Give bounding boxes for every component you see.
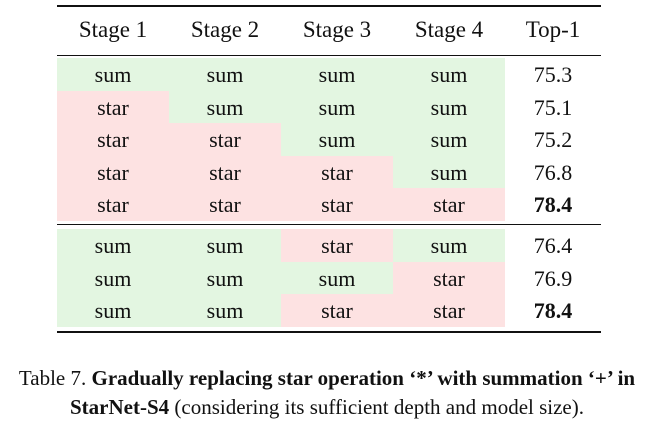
- stage-cell: star: [169, 155, 281, 189]
- stage-cell: sum: [393, 58, 505, 91]
- stage-cell: sum: [57, 294, 169, 328]
- stage-cell: star: [169, 188, 281, 222]
- top1-cell: 78.4: [533, 192, 573, 218]
- stage-cell: sum: [169, 294, 281, 328]
- stage-cell: star: [281, 155, 393, 189]
- stage-cell: sum: [393, 155, 505, 189]
- stage-cell: star: [57, 90, 169, 124]
- stage-cell: sum: [169, 58, 281, 91]
- table-rule: [57, 330, 601, 333]
- stage-cell: sum: [281, 58, 393, 91]
- top1-cell: 78.4: [533, 298, 573, 324]
- stage-cell: star: [281, 294, 393, 328]
- stage-cell: star: [393, 294, 505, 328]
- stage-cell: sum: [169, 90, 281, 124]
- column-header: Stage 3: [302, 17, 372, 42]
- stage-cell: star: [57, 123, 169, 157]
- stage-cell: sum: [393, 90, 505, 124]
- table-rule: [57, 224, 601, 226]
- caption-title: Gradually replacing star operation ‘*’ w…: [70, 366, 636, 419]
- top1-cell: 76.8: [533, 159, 573, 185]
- column-header: Stage 1: [78, 17, 148, 42]
- stage-cell: sum: [169, 261, 281, 295]
- caption-label: Table 7.: [18, 366, 87, 390]
- top1-cell: 76.4: [533, 233, 573, 258]
- table-caption: Table 7. Gradually replacing star operat…: [4, 364, 650, 422]
- stage-cell: sum: [281, 261, 393, 295]
- table-rule: [57, 55, 601, 57]
- stage-cell: star: [281, 229, 393, 262]
- stage-cell: sum: [281, 90, 393, 124]
- stage-cell: sum: [393, 123, 505, 157]
- stage-cell: star: [57, 155, 169, 189]
- column-header: Top-1: [525, 17, 581, 42]
- stage-cell: star: [281, 188, 393, 222]
- column-header: Stage 2: [190, 17, 260, 42]
- stage-cell: sum: [57, 58, 169, 91]
- stage-cell: sum: [169, 229, 281, 262]
- stage-cell: sum: [57, 261, 169, 295]
- stage-cell: star: [393, 261, 505, 295]
- stage-cell: sum: [57, 229, 169, 262]
- stage-cell: sum: [393, 229, 505, 262]
- stage-cell: sum: [281, 123, 393, 157]
- caption-text: (considering its sufficient depth and mo…: [174, 395, 584, 419]
- stage-cell: star: [57, 188, 169, 222]
- top1-cell: 75.2: [533, 127, 573, 153]
- top1-cell: 76.9: [533, 265, 573, 291]
- top1-cell: 75.1: [533, 94, 573, 120]
- top1-cell: 75.3: [533, 62, 573, 87]
- column-header: Stage 4: [414, 17, 484, 42]
- stage-cell: star: [169, 123, 281, 157]
- table-rule: [57, 5, 601, 7]
- stage-cell: star: [393, 188, 505, 222]
